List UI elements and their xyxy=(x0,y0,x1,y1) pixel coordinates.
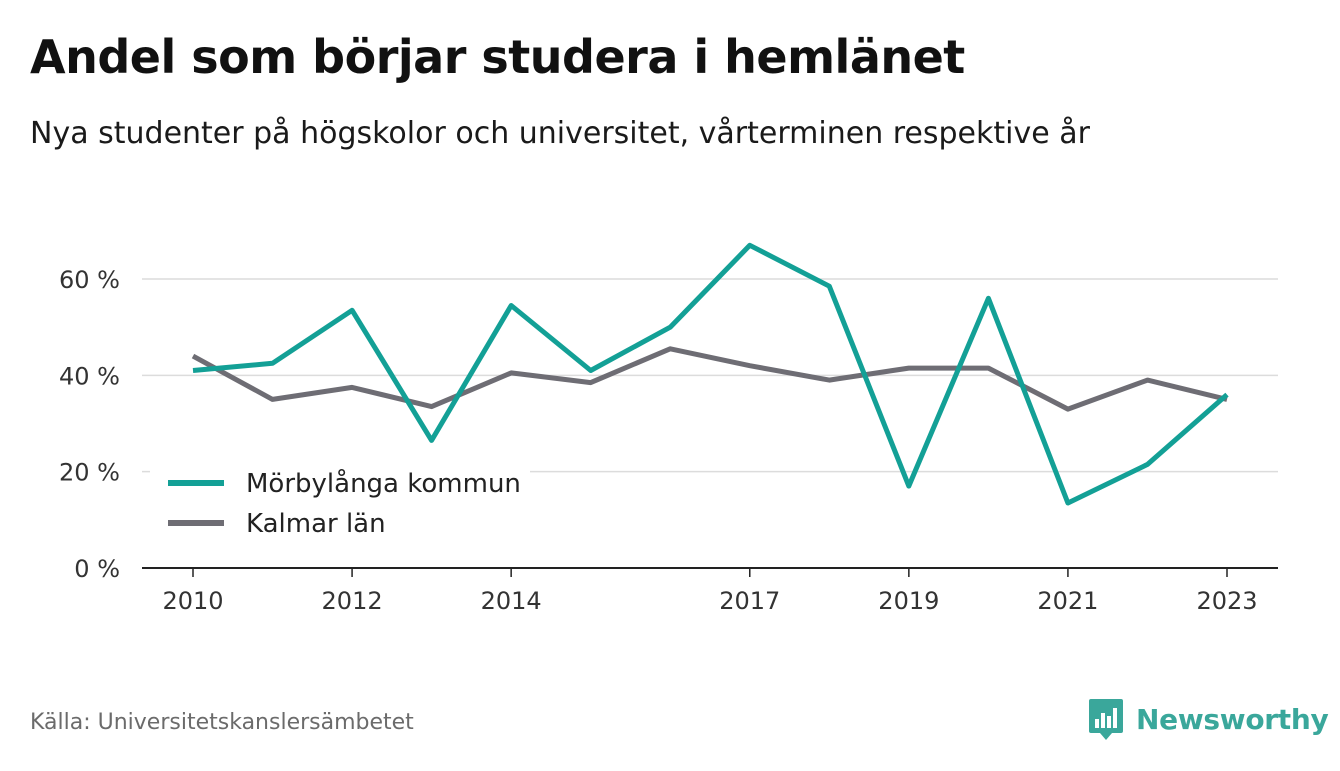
x-tick-label: 2019 xyxy=(878,587,939,615)
series-line-2 xyxy=(191,346,1228,412)
x-tick-label: 2017 xyxy=(719,587,780,615)
y-axis-ticks: 0 % 20 % 40 % 60 % xyxy=(59,266,120,583)
legend: Mörbylånga kommun Kalmar län xyxy=(150,458,530,550)
x-tick-label: 2021 xyxy=(1037,587,1098,615)
y-tick-label: 20 % xyxy=(59,459,120,487)
series-line-1 xyxy=(192,242,1229,506)
y-tick-label: 60 % xyxy=(59,266,120,294)
legend-background xyxy=(150,458,530,550)
y-tick-label: 40 % xyxy=(59,362,120,390)
x-tick-label: 2012 xyxy=(322,587,383,615)
chart-title: Andel som börjar studera i hemlänet xyxy=(30,30,965,84)
x-tick-label: 2014 xyxy=(481,587,542,615)
gridlines xyxy=(142,278,1278,569)
x-tick-label: 2023 xyxy=(1196,587,1257,615)
x-axis-ticks: 2010 2012 2014 2017 2019 2021 2023 xyxy=(162,568,1258,615)
newsworthy-logo-icon xyxy=(1089,699,1123,740)
legend-label: Kalmar län xyxy=(246,509,386,539)
brand-name: Newsworthy xyxy=(1136,702,1329,736)
source-note: Källa: Universitetskanslersämbetet xyxy=(30,710,414,735)
chart-subtitle: Nya studenter på högskolor och universit… xyxy=(30,116,1090,151)
legend-label: Mörbylånga kommun xyxy=(246,468,521,499)
x-tick-label: 2010 xyxy=(162,587,223,615)
brand-logo[interactable]: Newsworthy xyxy=(1088,697,1329,741)
series-lines xyxy=(191,242,1229,506)
y-tick-label: 0 % xyxy=(74,555,120,583)
